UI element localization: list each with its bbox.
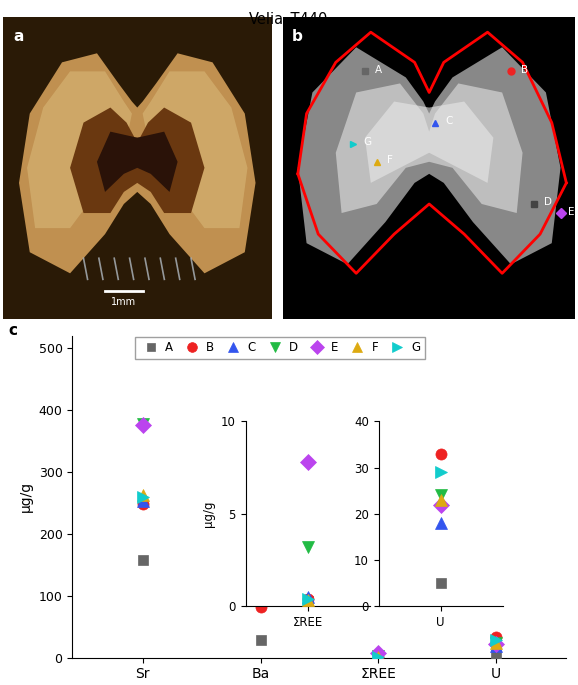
Text: C: C	[445, 116, 453, 126]
Polygon shape	[97, 132, 177, 192]
Text: E: E	[568, 207, 575, 216]
Polygon shape	[365, 101, 494, 183]
Y-axis label: μg/g: μg/g	[202, 501, 216, 527]
Text: c: c	[8, 323, 17, 338]
Text: D: D	[544, 197, 553, 208]
Text: B: B	[521, 65, 528, 75]
Text: a: a	[14, 29, 24, 44]
Text: b: b	[292, 29, 303, 44]
Text: Velia_T440: Velia_T440	[249, 12, 329, 28]
Text: A: A	[375, 65, 382, 75]
Polygon shape	[298, 47, 561, 264]
Y-axis label: μg/g: μg/g	[19, 481, 33, 512]
Legend: A, B, C, D, E, F, G: A, B, C, D, E, F, G	[135, 337, 425, 359]
Text: F: F	[387, 155, 392, 165]
Polygon shape	[143, 71, 247, 228]
Text: G: G	[364, 137, 372, 147]
Text: 1mm: 1mm	[112, 297, 136, 307]
Polygon shape	[19, 53, 255, 273]
Polygon shape	[70, 108, 205, 213]
Polygon shape	[27, 71, 132, 228]
Polygon shape	[336, 84, 523, 213]
